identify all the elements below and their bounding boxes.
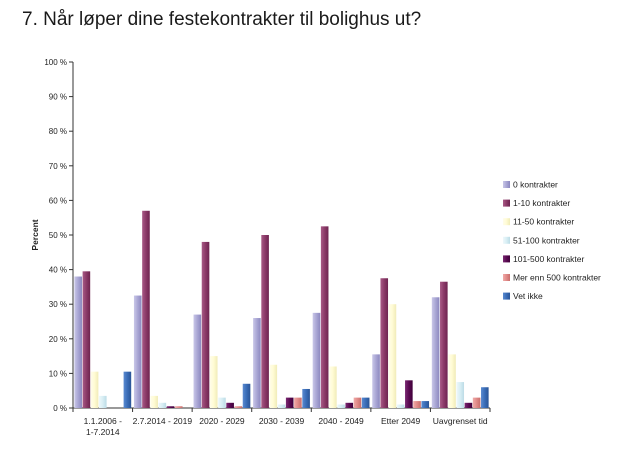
bar (396, 404, 405, 408)
x-category-label: Etter 2049 (381, 416, 420, 426)
bar (218, 397, 226, 408)
x-category-label: 1-7.2014 (86, 427, 120, 437)
legend-swatch (503, 255, 510, 263)
x-category-label: 1.1.2006 - (84, 416, 122, 426)
bar (405, 380, 413, 408)
bar (372, 354, 380, 408)
bar (380, 278, 389, 408)
bar (481, 387, 489, 408)
y-tick-label: 30 % (49, 300, 67, 309)
bar (226, 402, 234, 408)
bars (74, 210, 489, 408)
y-tick-label: 40 % (49, 266, 67, 275)
bar (234, 406, 243, 408)
bar (285, 397, 294, 408)
bar (431, 297, 440, 408)
y-tick-label: 0 % (53, 404, 67, 413)
bar (329, 366, 337, 408)
bar (320, 226, 329, 408)
labels: 0 % 10 % 20 % 30 % 40 % 50 % 60 % 70 % 80 % 90 % 1… (30, 58, 488, 437)
legend-label: 1-10 kontrakter (513, 198, 570, 208)
x-category-label: Uavgrenset tid (433, 416, 488, 426)
y-tick-label: 90 % (49, 93, 67, 102)
x-category-label: 2030 - 2039 (259, 416, 305, 426)
y-axis-label: Percent (30, 219, 40, 250)
legend-swatch (503, 274, 510, 281)
bar (242, 383, 251, 408)
bar (302, 388, 310, 408)
bar (337, 404, 345, 408)
bar (90, 371, 99, 408)
bar (472, 397, 481, 408)
chart-title: 7. Når løper dine festekontrakter til bo… (22, 9, 422, 30)
legend-swatch (503, 292, 510, 300)
bar (253, 318, 261, 408)
bar (142, 210, 150, 408)
y-tick-label: 50 % (49, 231, 67, 240)
axes (69, 61, 491, 412)
bar (209, 356, 218, 408)
bar (133, 295, 142, 408)
y-tick-label: 70 % (49, 162, 67, 171)
legend-swatch (503, 218, 510, 226)
legend: 0 kontrakter 1-10 kontrakter 11-50 kontrak… (503, 180, 601, 301)
bar (440, 281, 448, 408)
bar (388, 304, 397, 408)
bar (464, 402, 473, 408)
y-tick-label: 100 % (44, 58, 67, 67)
bar (193, 314, 202, 408)
legend-label: Mer enn 500 kontrakter (513, 273, 601, 283)
x-category-label: 2.7.2014 - 2019 (133, 416, 193, 426)
bar (312, 312, 321, 408)
x-category-label: 2040 - 2049 (318, 416, 364, 426)
legend-swatch (503, 236, 510, 244)
bar (150, 395, 158, 408)
legend-label: 51-100 kontrakter (513, 235, 580, 245)
bar (261, 235, 269, 408)
bar (421, 401, 430, 408)
y-tick-label: 60 % (49, 196, 67, 205)
bar (98, 395, 107, 408)
legend-swatch (503, 181, 510, 188)
legend-label: Vet ikke (513, 291, 543, 301)
bar (361, 397, 370, 408)
bar (277, 404, 286, 408)
legend-label: 101-500 kontrakter (513, 254, 585, 264)
bar (448, 354, 456, 408)
y-tick-label: 10 % (49, 369, 67, 378)
bar (201, 241, 210, 408)
bar (174, 406, 183, 408)
bar (269, 364, 278, 408)
bar (294, 397, 302, 408)
y-tick-label: 20 % (49, 335, 67, 344)
bar (166, 406, 175, 408)
legend-swatch (503, 199, 510, 207)
bar (345, 402, 354, 408)
legend-label: 11-50 kontrakter (513, 217, 574, 227)
bar (456, 382, 465, 408)
legend-label: 0 kontrakter (513, 180, 558, 190)
bar (413, 401, 421, 408)
bar (353, 397, 362, 408)
y-tick-label: 80 % (49, 127, 67, 136)
x-category-label: 2020 - 2029 (199, 416, 245, 426)
bar (74, 276, 82, 408)
bar (123, 371, 132, 408)
bar (158, 402, 167, 408)
bar (82, 271, 91, 408)
